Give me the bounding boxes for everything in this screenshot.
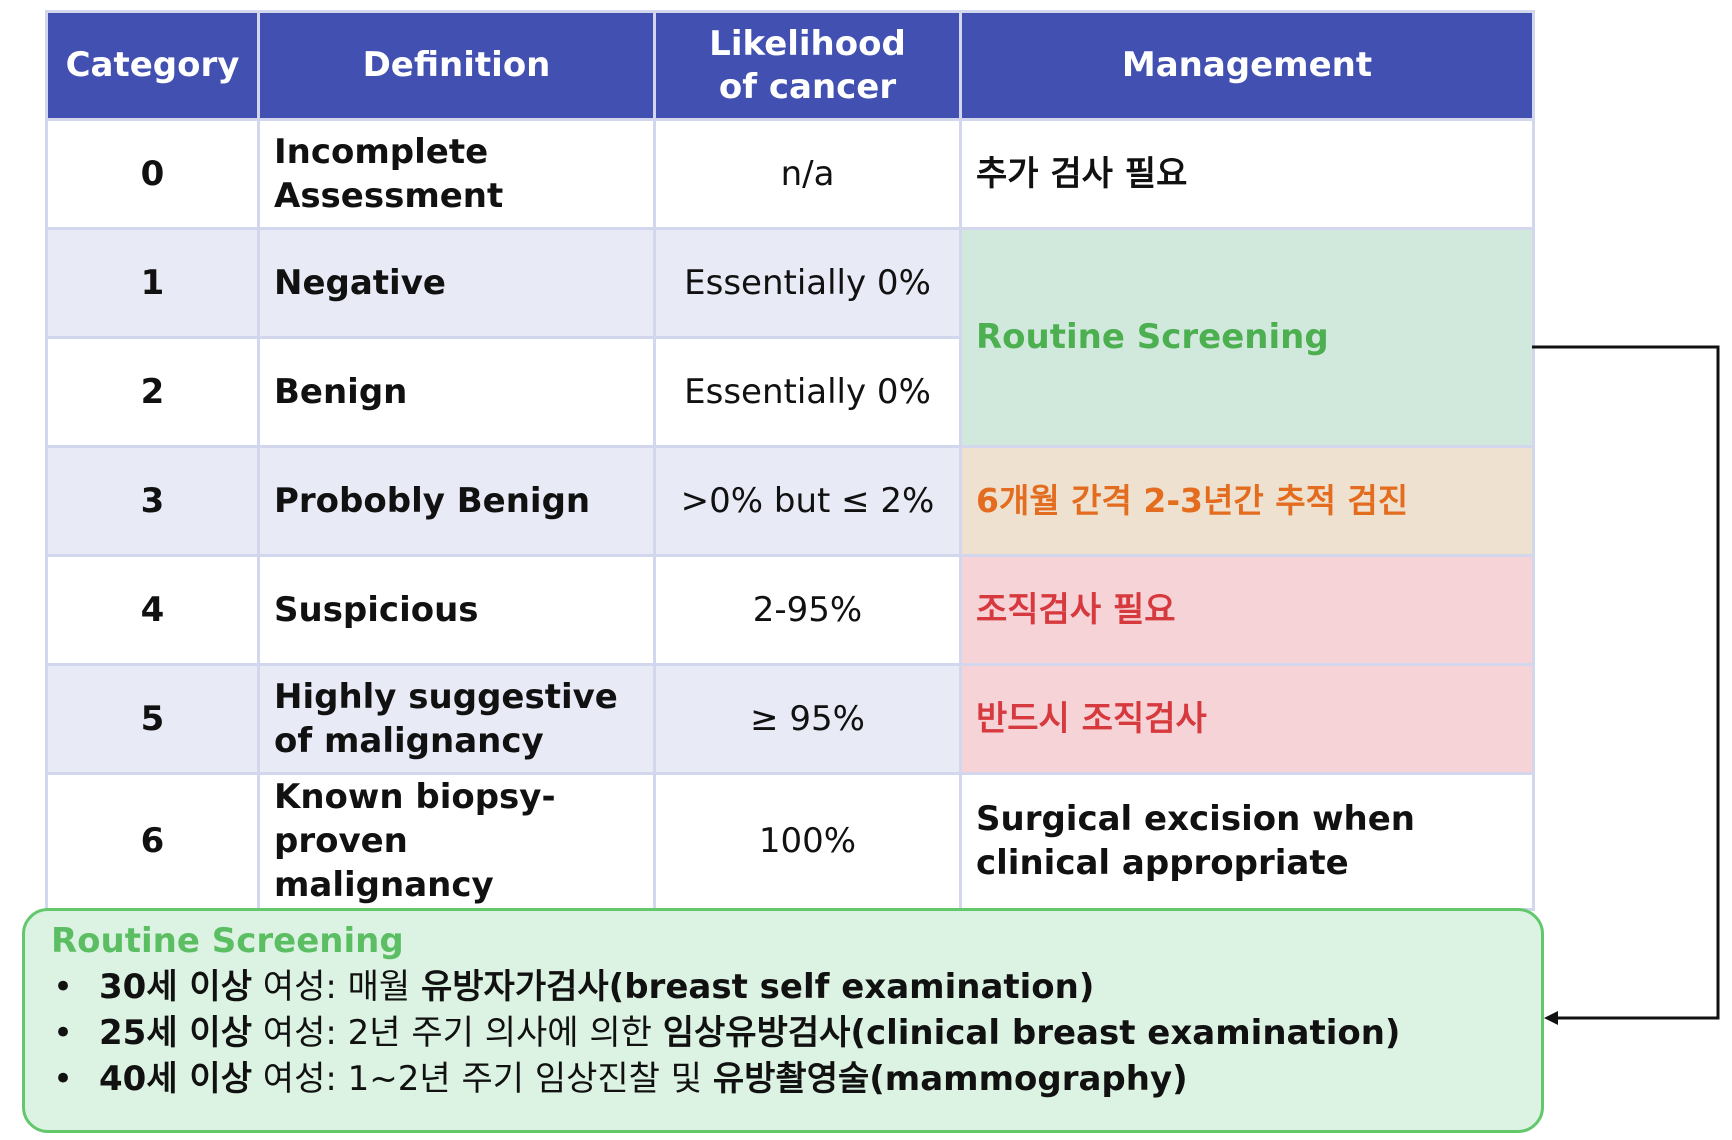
management-cell-followup: 6개월 간격 2-3년간 추적 검진 [959, 445, 1535, 557]
management-cell-biopsy: 반드시 조직검사 [959, 663, 1535, 775]
header-likelihood: Likelihood of cancer [653, 10, 962, 121]
bullet-icon: • [53, 1058, 74, 1099]
category-cell: 5 [45, 663, 260, 775]
table-row: 1 Negative Essentially 0% Routine Screen… [45, 227, 1535, 448]
definition-cell: Incomplete Assessment [257, 118, 656, 230]
management-cell-biopsy: 조직검사 필요 [959, 554, 1535, 666]
definition-cell: Suspicious [257, 554, 656, 666]
list-item: • 30세 이상 여성: 매월 유방자가검사(breast self examin… [51, 965, 1541, 1011]
exam-name: 유방촬영술(mammography) [712, 1058, 1188, 1099]
bullet-icon: • [53, 966, 74, 1007]
birads-table: Category Definition Likelihood of cancer… [45, 10, 1535, 911]
routine-screening-box: Routine Screening • 30세 이상 여성: 매월 유방자가검사(… [22, 908, 1544, 1133]
likelihood-cell: n/a [653, 118, 962, 230]
list-item: • 25세 이상 여성: 2년 주기 의사에 의한 임상유방검사(clinical… [51, 1011, 1541, 1057]
likelihood-cell: ≥ 95% [653, 663, 962, 775]
list-item: • 40세 이상 여성: 1~2년 주기 임상진찰 및 유방촬영술(mammogr… [51, 1057, 1541, 1103]
age-group: 40세 이상 [99, 1058, 252, 1099]
table-row: 4 Suspicious 2-95% 조직검사 필요 [45, 554, 1535, 666]
exam-name: 유방자가검사(breast self examination) [421, 966, 1095, 1007]
screening-text: 여성: 매월 [252, 966, 421, 1007]
exam-name: 임상유방검사(clinical breast examination) [662, 1012, 1401, 1053]
category-cell: 2 [45, 336, 260, 448]
management-cell-routine: Routine Screening [959, 227, 1535, 448]
table-row: 2 Benign Essentially 0% [45, 336, 1534, 448]
table-row: 3 Probobly Benign >0% but ≤ 2% 6개월 간격 2-… [45, 445, 1535, 557]
likelihood-cell: 100% [653, 772, 962, 911]
table-row: 5 Highly suggestive of malignancy ≥ 95% … [45, 663, 1535, 775]
category-cell: 3 [45, 445, 260, 557]
definition-cell: Probobly Benign [257, 445, 656, 557]
screening-text: 여성: 2년 주기 의사에 의한 [252, 1012, 663, 1053]
likelihood-cell: >0% but ≤ 2% [653, 445, 962, 557]
management-cell: Surgical excision when clinical appropri… [959, 772, 1535, 911]
header-definition: Definition [257, 10, 656, 121]
management-cell: 추가 검사 필요 [959, 118, 1535, 230]
likelihood-cell: 2-95% [653, 554, 962, 666]
table-row: 0 Incomplete Assessment n/a 추가 검사 필요 [45, 118, 1535, 230]
likelihood-cell: Essentially 0% [653, 227, 962, 339]
category-cell: 4 [45, 554, 260, 666]
category-cell: 6 [45, 772, 260, 911]
screening-text: 여성: 1~2년 주기 임상진찰 및 [252, 1058, 713, 1099]
header-category: Category [45, 10, 260, 121]
definition-cell: Benign [257, 336, 656, 448]
category-cell: 0 [45, 118, 260, 230]
definition-cell: Highly suggestive of malignancy [257, 663, 656, 775]
bullet-icon: • [53, 1012, 74, 1053]
definition-cell: Known biopsy-proven malignancy [257, 772, 656, 911]
header-management: Management [959, 10, 1535, 121]
screening-list: • 30세 이상 여성: 매월 유방자가검사(breast self examin… [51, 965, 1541, 1103]
table-header-row: Category Definition Likelihood of cancer… [45, 10, 1535, 121]
likelihood-cell: Essentially 0% [653, 336, 962, 448]
category-cell: 1 [45, 227, 260, 339]
age-group: 30세 이상 [99, 966, 252, 1007]
age-group: 25세 이상 [99, 1012, 252, 1053]
table-row: 6 Known biopsy-proven malignancy 100% Su… [45, 772, 1535, 911]
definition-cell: Negative [257, 227, 656, 339]
screening-title: Routine Screening [51, 921, 404, 961]
